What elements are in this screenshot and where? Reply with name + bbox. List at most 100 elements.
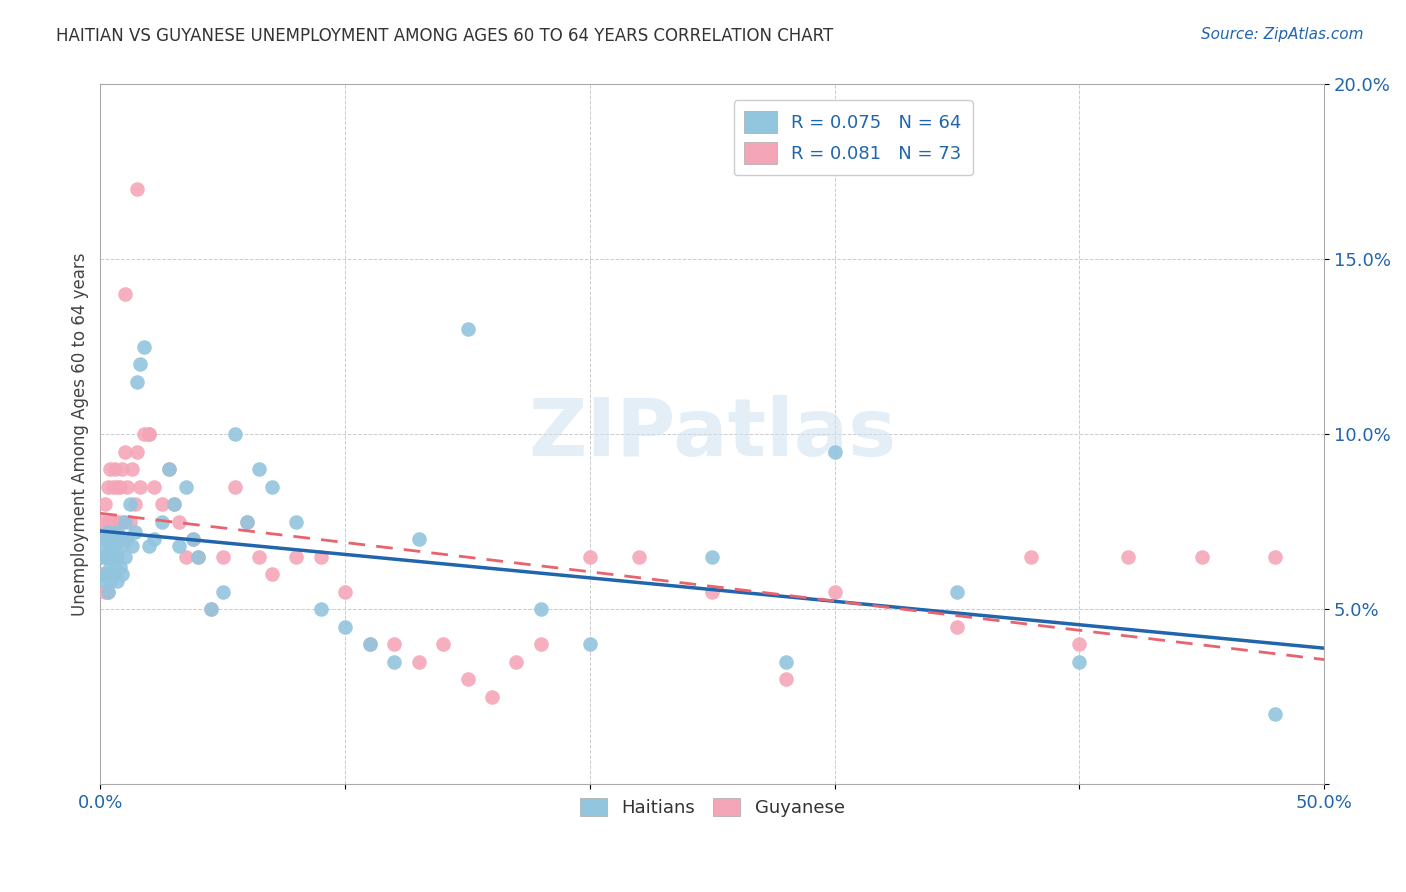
- Point: [309, 549, 332, 564]
- Point: [382, 637, 405, 651]
- Point: [946, 620, 969, 634]
- Point: [183, 533, 205, 547]
- Text: ZIPatlas: ZIPatlas: [529, 395, 897, 474]
- Point: [128, 358, 150, 372]
- Point: [457, 673, 479, 687]
- Point: [505, 655, 527, 669]
- Point: [163, 498, 186, 512]
- Point: [138, 427, 160, 442]
- Point: [702, 585, 724, 599]
- Point: [236, 515, 259, 529]
- Point: [124, 498, 146, 512]
- Point: [309, 602, 332, 616]
- Point: [408, 655, 430, 669]
- Point: [128, 480, 150, 494]
- Point: [108, 480, 131, 494]
- Point: [97, 515, 120, 529]
- Point: [101, 533, 124, 547]
- Point: [98, 462, 121, 476]
- Point: [108, 533, 131, 547]
- Point: [200, 602, 222, 616]
- Point: [333, 585, 356, 599]
- Point: [125, 375, 148, 389]
- Point: [91, 540, 114, 554]
- Point: [125, 445, 148, 459]
- Point: [260, 567, 283, 582]
- Point: [107, 549, 129, 564]
- Point: [359, 637, 381, 651]
- Point: [143, 533, 166, 547]
- Point: [138, 540, 160, 554]
- Point: [224, 427, 246, 442]
- Point: [408, 533, 430, 547]
- Point: [1019, 549, 1042, 564]
- Point: [1264, 549, 1286, 564]
- Point: [94, 549, 117, 564]
- Point: [97, 585, 120, 599]
- Point: [97, 549, 120, 564]
- Point: [1191, 549, 1213, 564]
- Point: [118, 498, 141, 512]
- Point: [114, 533, 136, 547]
- Point: [101, 515, 124, 529]
- Point: [118, 515, 141, 529]
- Point: [107, 525, 129, 540]
- Point: [124, 525, 146, 540]
- Point: [107, 574, 129, 589]
- Point: [104, 540, 127, 554]
- Point: [98, 540, 121, 554]
- Y-axis label: Unemployment Among Ages 60 to 64 years: Unemployment Among Ages 60 to 64 years: [72, 252, 89, 616]
- Point: [382, 655, 405, 669]
- Point: [117, 480, 139, 494]
- Text: HAITIAN VS GUYANESE UNEMPLOYMENT AMONG AGES 60 TO 64 YEARS CORRELATION CHART: HAITIAN VS GUYANESE UNEMPLOYMENT AMONG A…: [56, 27, 834, 45]
- Point: [111, 567, 134, 582]
- Point: [101, 480, 124, 494]
- Point: [134, 427, 156, 442]
- Point: [627, 549, 650, 564]
- Point: [114, 515, 136, 529]
- Point: [157, 462, 180, 476]
- Point: [260, 480, 283, 494]
- Point: [117, 533, 139, 547]
- Point: [94, 533, 117, 547]
- Legend: Haitians, Guyanese: Haitians, Guyanese: [572, 790, 852, 824]
- Point: [91, 515, 114, 529]
- Point: [211, 585, 233, 599]
- Point: [114, 445, 136, 459]
- Point: [94, 498, 117, 512]
- Point: [98, 574, 121, 589]
- Point: [157, 462, 180, 476]
- Point: [111, 540, 134, 554]
- Point: [457, 322, 479, 336]
- Point: [249, 549, 271, 564]
- Point: [101, 549, 124, 564]
- Point: [1264, 707, 1286, 722]
- Point: [121, 462, 143, 476]
- Point: [111, 515, 134, 529]
- Point: [111, 462, 134, 476]
- Point: [224, 480, 246, 494]
- Point: [163, 498, 186, 512]
- Point: [94, 585, 117, 599]
- Point: [824, 445, 846, 459]
- Point: [134, 340, 156, 354]
- Point: [108, 560, 131, 574]
- Point: [138, 427, 160, 442]
- Point: [359, 637, 381, 651]
- Point: [530, 602, 553, 616]
- Point: [97, 480, 120, 494]
- Point: [150, 515, 173, 529]
- Point: [285, 549, 308, 564]
- Point: [579, 637, 602, 651]
- Point: [481, 690, 503, 704]
- Point: [174, 549, 197, 564]
- Point: [89, 549, 111, 564]
- Point: [167, 540, 190, 554]
- Point: [107, 549, 129, 564]
- Point: [333, 620, 356, 634]
- Point: [104, 462, 127, 476]
- Point: [114, 549, 136, 564]
- Point: [1069, 655, 1091, 669]
- Point: [183, 533, 205, 547]
- Point: [200, 602, 222, 616]
